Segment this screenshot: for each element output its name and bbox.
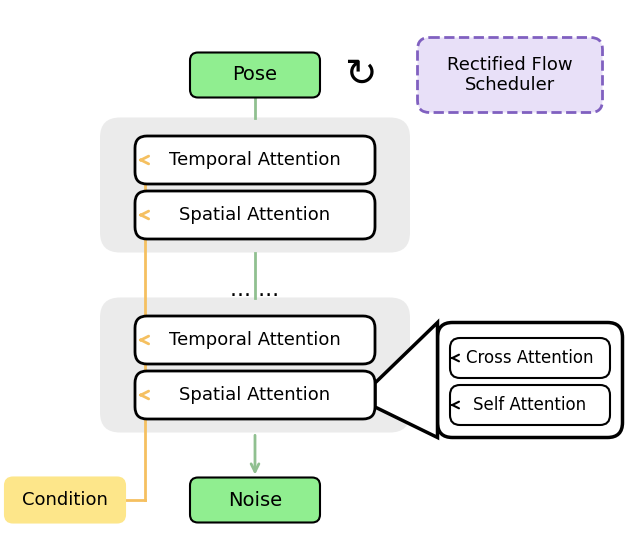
FancyBboxPatch shape <box>450 338 610 378</box>
FancyBboxPatch shape <box>190 478 320 523</box>
Text: Condition: Condition <box>22 491 108 509</box>
FancyBboxPatch shape <box>135 191 375 239</box>
Text: ... ...: ... ... <box>230 280 280 300</box>
FancyBboxPatch shape <box>135 371 375 419</box>
FancyBboxPatch shape <box>135 316 375 364</box>
FancyBboxPatch shape <box>438 322 623 438</box>
FancyBboxPatch shape <box>450 385 610 425</box>
Text: Self Attention: Self Attention <box>474 396 587 414</box>
Polygon shape <box>375 322 438 438</box>
FancyBboxPatch shape <box>135 136 375 184</box>
Text: ↻: ↻ <box>344 56 376 94</box>
FancyBboxPatch shape <box>417 37 602 112</box>
FancyBboxPatch shape <box>190 52 320 97</box>
Text: Temporal Attention: Temporal Attention <box>169 151 341 169</box>
Text: Cross Attention: Cross Attention <box>467 349 594 367</box>
Text: Spatial Attention: Spatial Attention <box>179 386 331 404</box>
FancyBboxPatch shape <box>100 117 410 252</box>
Text: Temporal Attention: Temporal Attention <box>169 331 341 349</box>
Text: Spatial Attention: Spatial Attention <box>179 206 331 224</box>
FancyBboxPatch shape <box>100 297 410 433</box>
Text: Rectified Flow
Scheduler: Rectified Flow Scheduler <box>447 56 573 95</box>
Text: Noise: Noise <box>228 490 282 509</box>
Text: Pose: Pose <box>232 66 278 85</box>
FancyBboxPatch shape <box>5 478 125 523</box>
